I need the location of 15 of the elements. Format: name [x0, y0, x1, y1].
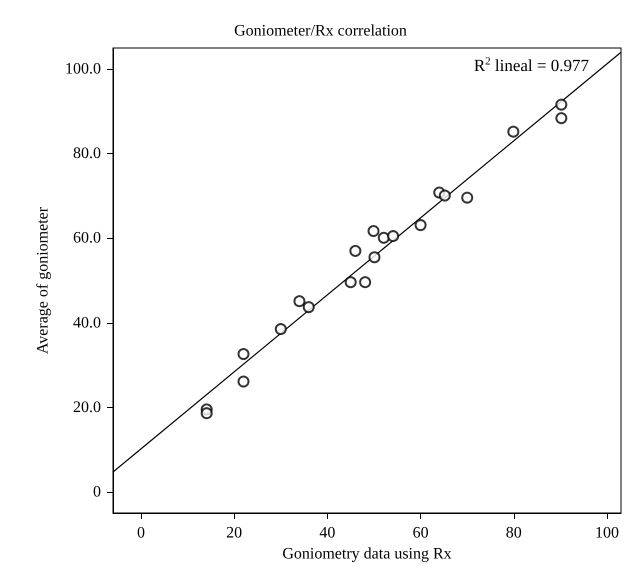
x-tick-label: 40 — [319, 524, 336, 542]
y-tick-label: 80.0 — [73, 145, 101, 162]
x-axis-title: Goniometry data using Rx — [282, 545, 452, 562]
y-axis-title: Average of goniometer — [34, 206, 52, 354]
y-tick-label: 100.0 — [65, 60, 101, 78]
y-tick-label: 20.0 — [73, 398, 101, 416]
y-tick-label: 0 — [93, 483, 101, 500]
x-tick-label: 20 — [226, 524, 242, 542]
y-tick-label: 60.0 — [73, 230, 101, 247]
x-tick-label: 80 — [506, 524, 522, 542]
chart-title: Goniometer/Rx correlation — [234, 22, 407, 40]
x-tick-label: 100 — [595, 524, 620, 542]
y-tick-label: 40.0 — [73, 314, 101, 332]
x-tick-label: 0 — [136, 524, 145, 542]
x-tick-label: 60 — [412, 524, 429, 542]
